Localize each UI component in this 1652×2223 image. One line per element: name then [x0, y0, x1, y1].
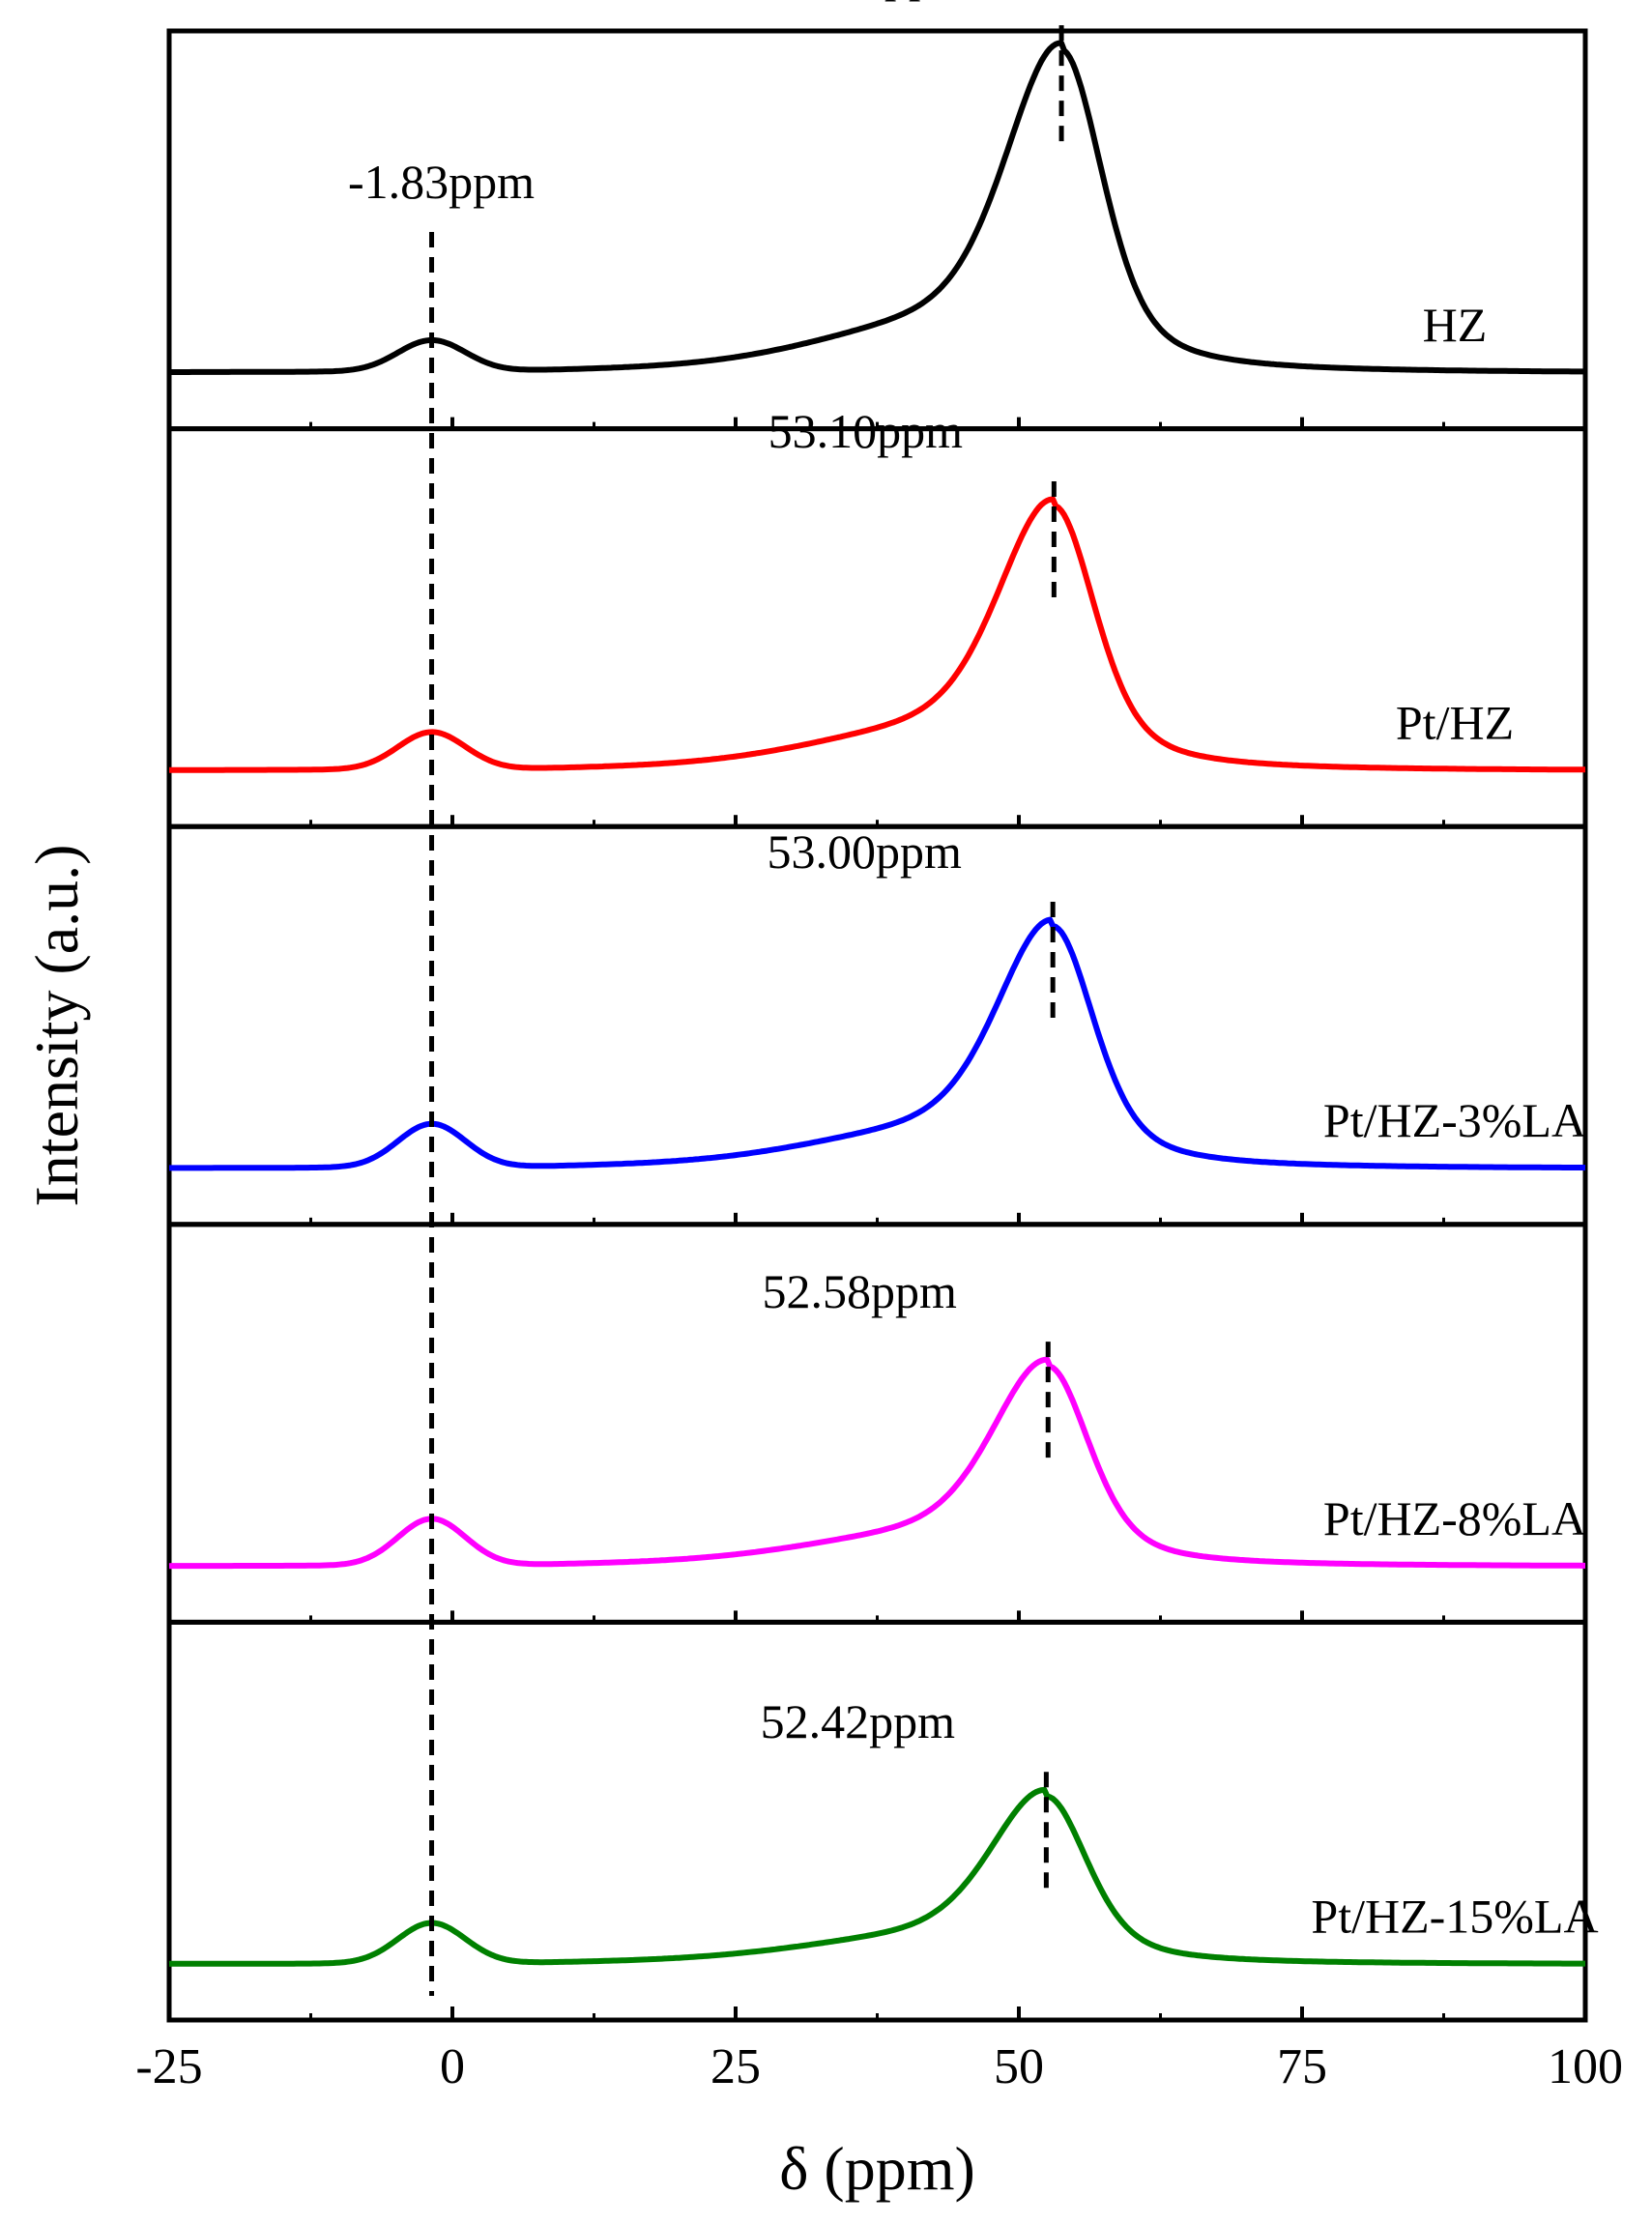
series-line [168, 916, 1586, 1171]
x-tick-label: -25 [135, 2039, 202, 2094]
panel-pt-hz: 53.10ppm Pt/HZ [166, 404, 1588, 829]
peak-label: 53.10ppm [768, 404, 964, 458]
panel-pt-hz-3-la: 53.00ppm Pt/HZ-3%LA [166, 823, 1588, 1227]
panels-group: 53.76ppm HZ 53.10ppm Pt/HZ 53.00ppm Pt/HZ-3%L… [166, 0, 1599, 2023]
series-line [168, 1786, 1586, 1967]
x-tick-label: 25 [710, 2039, 761, 2094]
series-label: Pt/HZ-3%LA [1323, 1093, 1586, 1147]
x-tick-label: 0 [440, 2039, 465, 2094]
x-axis-title: δ (ppm) [779, 2134, 975, 2203]
peak-label: 53.76ppm [775, 0, 971, 2]
x-tick-label: 75 [1277, 2039, 1327, 2094]
series-label: Pt/HZ-15%LA [1311, 1889, 1598, 1943]
x-axis-ticks: -25 0 25 50 75 100 [135, 2006, 1623, 2094]
panel-hz: 53.76ppm HZ [166, 0, 1588, 432]
panel-pt-hz-15-la: 52.42ppm Pt/HZ-15%LA [166, 1619, 1599, 2023]
x-tick-label: 50 [994, 2039, 1044, 2094]
panel-pt-hz-8-la: 52.58ppm Pt/HZ-8%LA [166, 1222, 1588, 1625]
series-line [168, 496, 1586, 773]
peak-label: 52.42ppm [761, 1694, 956, 1748]
x-tick-label: 100 [1548, 2039, 1623, 2094]
series-label: Pt/HZ [1396, 696, 1514, 750]
series-label: Pt/HZ-8%LA [1323, 1491, 1586, 1545]
series-line [168, 40, 1586, 375]
peak-label: 52.58ppm [763, 1264, 958, 1318]
y-axis-title: Intensity (a.u.) [22, 845, 91, 1207]
reference-peak-label: -1.83ppm [348, 155, 535, 209]
series-line [168, 1356, 1586, 1570]
series-label: HZ [1423, 298, 1488, 352]
peak-label: 53.00ppm [767, 824, 962, 879]
